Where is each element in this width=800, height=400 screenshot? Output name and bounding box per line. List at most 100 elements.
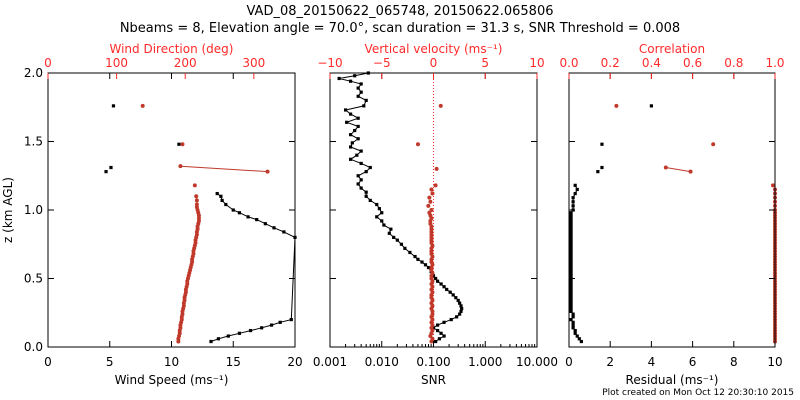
vertical-velocity-snr-top-tick-label: 5 [481,56,489,70]
vertical-velocity-snr-series-0-line [338,72,463,342]
correlation-residual-top-tick-label: 1.0 [765,56,784,70]
correlation-residual-top-tick-label: 0.2 [601,56,620,70]
vertical-velocity-snr-series-0-point [353,128,357,133]
correlation-residual-series-1-point [649,104,653,108]
vertical-velocity-snr-series-1-point [430,312,435,317]
correlation-residual-series-0-point [569,241,573,245]
correlation-residual-series-0-point [569,224,573,229]
vertical-velocity-snr-series-0-point [355,153,359,157]
vertical-velocity-snr-series-0-point [356,124,360,129]
correlation-residual-series-0-point [571,315,575,319]
vertical-velocity-snr-series-0-point [356,174,360,178]
vertical-velocity-snr-series-0-point [348,133,353,137]
correlation-residual-series-0-point [571,200,575,204]
vertical-velocity-snr-series-0-point [395,238,399,242]
vertical-velocity-snr-series-0-point [359,161,363,166]
wind-series-2-point [185,281,190,286]
vertical-velocity-snr-series-0-point [437,337,441,341]
wind-series-0-point [216,337,221,341]
vertical-velocity-snr-series-0-point [416,257,420,261]
vertical-velocity-snr-series-0-point [337,76,341,81]
vertical-velocity-snr-series-1-point [434,166,439,171]
vertical-velocity-snr-series-0-point [456,298,460,303]
vertical-velocity-snr-series-0-point [459,304,463,308]
plot-created-footer: Plot created on Mon Oct 12 20:30:10 2015 [602,388,794,398]
vertical-velocity-snr-series-1-point [429,240,434,245]
vertical-velocity-snr-series-0-point [420,260,424,264]
correlation-residual-series-0-point [569,274,573,278]
wind-bottom-tick-label: 5 [106,355,114,369]
vertical-velocity-snr-series-0-point [359,82,363,86]
wind-series-2-point [196,216,201,221]
correlation-residual-series-1-point [600,165,604,170]
wind-series-2-point [194,232,199,237]
correlation-residual-series-0-point [569,219,573,223]
vertical-velocity-snr-series-0-point [426,265,431,270]
wind-series-2-point [176,339,181,344]
vertical-velocity-snr-series-1-point [429,251,434,256]
vertical-velocity-snr-series-0-point [445,287,449,292]
vertical-velocity-snr-series-0-point [442,320,446,324]
vertical-velocity-snr-series-0-point [350,141,354,145]
wind-series-0-point [260,326,264,330]
correlation-residual-bottom-tick-label: 8 [730,355,738,369]
vertical-velocity-snr-series-0-point [348,157,353,161]
vertical-velocity-snr-series-0-point [356,94,360,98]
vertical-velocity-snr-series-1-point [426,203,431,208]
correlation-residual-series-1-point [600,142,604,146]
vertical-velocity-snr-top-tick-label: 10 [529,56,544,70]
vertical-velocity-snr-series-0-point [392,235,396,239]
correlation-residual-series-0-point [569,211,573,215]
correlation-residual-series-0-point [579,339,583,344]
correlation-residual-series-0-point [577,337,581,341]
correlation-residual-series-0-point [575,187,579,192]
vertical-velocity-snr-series-1-point [429,260,434,265]
wind-series-0-point [237,211,242,215]
vertical-velocity-snr-bottom-tick-label: 0.010 [365,355,399,369]
wind-series-4-point [178,164,183,169]
wind-series-0-point [248,328,253,333]
vertical-velocity-snr-series-0-point [368,198,372,203]
vertical-velocity-snr-series-0-point [387,231,391,235]
correlation-residual-series-0-point [569,235,573,239]
vertical-velocity-snr-series-0-point [435,328,440,333]
correlation-residual-series-0-point [569,282,573,286]
correlation-residual-series-3-point [663,165,668,170]
vertical-velocity-snr-series-0-point [356,182,360,186]
vertical-velocity-snr-series-0-point [442,285,446,289]
wind-series-0-point [209,339,213,344]
wind-bottom-axis-label: Wind Speed (ms⁻¹) [115,373,229,387]
vertical-velocity-snr-series-0-point [353,74,357,78]
vertical-velocity-snr-series-0-point [343,108,348,112]
wind-top-tick-label: 100 [105,56,128,70]
correlation-residual-series-0-point [571,323,575,327]
correlation-residual-series-0-point [569,254,573,259]
vertical-velocity-snr-series-0-point [359,149,363,153]
correlation-residual-series-0-point [569,285,573,289]
wind-top-axis-label: Wind Direction (deg) [110,42,234,56]
figure-title: VAD_08_20150622_065748, 20150622.065806 [246,4,554,19]
correlation-residual-series-0-point [569,246,573,250]
vertical-velocity-snr-series-0-point [423,263,428,267]
vertical-velocity-snr-series-0-point [364,194,368,198]
wind-series-0-point [219,194,223,198]
vertical-velocity-snr-top-tick-label: −5 [373,56,391,70]
vertical-velocity-snr-series-0-point [375,202,379,207]
wind-series-2-point [178,325,183,330]
wind-plot-frame [47,72,296,348]
vertical-velocity-snr-series-1-point [430,191,435,196]
vertical-velocity-snr-series-0-point [377,207,381,211]
vertical-velocity-snr-series-1-point [429,235,434,240]
vertical-velocity-snr-series-0-point [431,326,436,330]
vertical-velocity-snr-bottom-axis-label: SNR [421,373,446,387]
wind-series-3-point [192,183,197,188]
vertical-velocity-snr-series-1-point [427,195,432,200]
vertical-velocity-snr-series-1-point [415,142,420,147]
correlation-residual-bottom-tick-label: 2 [606,355,614,369]
wind-bottom-tick-label: 10 [164,355,179,369]
wind-series-1-point [109,165,113,170]
vertical-velocity-snr-series-0-point [435,279,440,283]
wind-series-0-point [255,217,259,222]
correlation-residual-series-0-point [569,271,573,275]
